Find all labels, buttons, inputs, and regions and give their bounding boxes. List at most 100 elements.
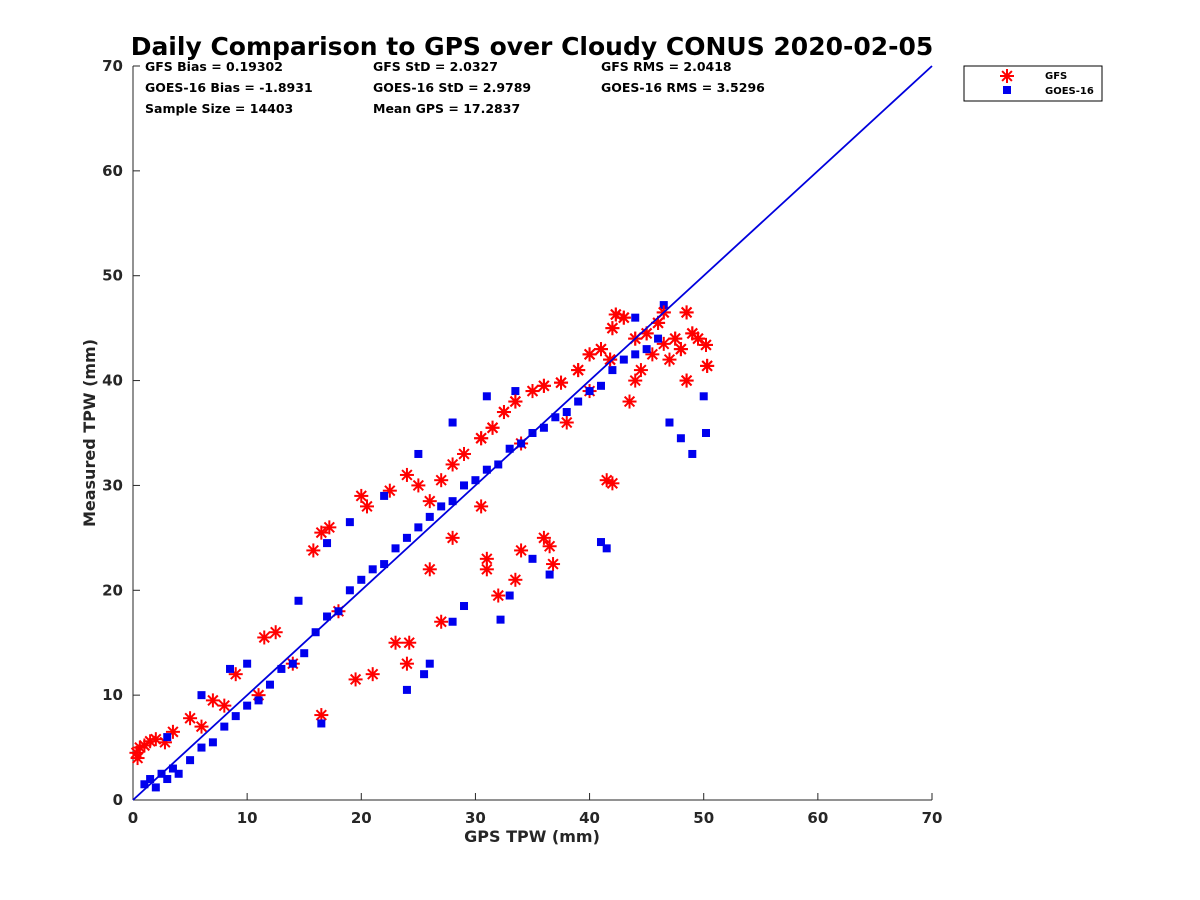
gfs-point [268, 625, 283, 640]
gfs-point [546, 557, 561, 572]
goes16-point [231, 712, 240, 721]
goes16-point [448, 617, 457, 626]
goes16-point [665, 418, 674, 427]
legend-goes16-label: GOES-16 [1045, 86, 1094, 97]
goes16-point [539, 423, 548, 432]
goes16-point [368, 565, 377, 574]
goes16-point [140, 780, 149, 789]
gfs-point [542, 539, 557, 554]
goes16-point [197, 743, 206, 752]
gfs-point [491, 588, 506, 603]
goes16-point [425, 659, 434, 668]
gfs-point [354, 488, 369, 503]
y-tick-label: 10 [102, 686, 123, 704]
gfs-point [571, 363, 586, 378]
goes16-point [243, 701, 252, 710]
goes16-point [220, 722, 229, 731]
goes16-point [574, 397, 583, 406]
goes16-point [146, 775, 155, 784]
goes16-point [317, 719, 326, 728]
goes16-point [186, 756, 195, 765]
legend-gfs-marker [1000, 69, 1014, 83]
gfs-point [457, 446, 472, 461]
gfs-point [691, 331, 706, 346]
legend-goes16-marker [1003, 86, 1011, 94]
gfs-point [422, 494, 437, 509]
goes16-point [380, 560, 389, 569]
goes16-point [168, 764, 177, 773]
x-tick-label: 0 [128, 809, 138, 827]
gfs-point [536, 530, 551, 545]
goes16-point [511, 387, 520, 396]
goes16-point [505, 444, 514, 453]
gfs-point [388, 635, 403, 650]
goes16-point [357, 575, 366, 584]
gfs-point [257, 630, 272, 645]
gfs-point [205, 693, 220, 708]
stat-text: GFS StD = 2.0327 [373, 59, 498, 74]
goes16-point [402, 533, 411, 542]
gfs-point [673, 342, 688, 357]
x-axis-label: GPS TPW (mm) [464, 827, 600, 846]
gfs-point [622, 394, 637, 409]
x-tick-label: 70 [922, 809, 943, 827]
gfs-point [593, 342, 608, 357]
goes16-point [608, 366, 617, 375]
goes16-point [619, 355, 628, 364]
gfs-point [399, 467, 414, 482]
goes16-point [226, 664, 235, 673]
one-to-one-line [132, 65, 933, 801]
gfs-point [582, 347, 597, 362]
gfs-point [605, 321, 620, 336]
goes16-point [300, 649, 309, 658]
goes16-point [602, 544, 611, 553]
goes16-point [323, 539, 332, 548]
gfs-point [485, 420, 500, 435]
goes16-point [380, 491, 389, 500]
goes16-point [391, 544, 400, 553]
gfs-point [314, 525, 329, 540]
gfs-point [656, 336, 671, 351]
gfs-point [662, 352, 677, 367]
goes16-point [562, 408, 571, 417]
x-tick-label: 60 [807, 809, 828, 827]
axis-ticks: 0 10 20 30 40 50 60 70 0 10 20 30 40 50 60 70 [102, 57, 942, 827]
goes16-point [345, 586, 354, 595]
goes16-point [151, 783, 160, 792]
chart-title: Daily Comparison to GPS over Cloudy CONU… [131, 32, 934, 61]
goes16-point [482, 392, 491, 401]
gfs-point [496, 405, 511, 420]
gfs-point [322, 520, 337, 535]
goes16-point [676, 434, 685, 443]
stat-text: Mean GPS = 17.2837 [373, 101, 520, 116]
stat-text: GOES-16 RMS = 3.5296 [601, 80, 765, 95]
gfs-point [359, 499, 374, 514]
legend: GFS GOES-16 [963, 65, 1103, 102]
gfs-point [668, 331, 683, 346]
gfs-point [434, 473, 449, 488]
goes16-point [254, 696, 263, 705]
y-tick-label: 40 [102, 372, 123, 390]
gfs-point [679, 305, 694, 320]
goes16-point [402, 685, 411, 694]
gfs-point [479, 551, 494, 566]
goes16-point [496, 615, 505, 624]
gfs-point [698, 337, 713, 352]
x-tick-label: 20 [351, 809, 372, 827]
gfs-point [679, 373, 694, 388]
x-tick-label: 40 [579, 809, 600, 827]
gfs-point [399, 656, 414, 671]
gfs-point [348, 672, 363, 687]
gfs-point [559, 415, 574, 430]
stat-text: GFS Bias = 0.19302 [145, 59, 283, 74]
stat-text: GOES-16 Bias = -1.8931 [145, 80, 313, 95]
goes16-point [243, 659, 252, 668]
gfs-point [434, 614, 449, 629]
goes16-point [163, 775, 172, 784]
y-tick-label: 0 [113, 791, 123, 809]
stat-text: GFS RMS = 2.0418 [601, 59, 732, 74]
y-tick-label: 70 [102, 57, 123, 75]
gfs-point [603, 352, 618, 367]
goes16-point [265, 680, 274, 689]
